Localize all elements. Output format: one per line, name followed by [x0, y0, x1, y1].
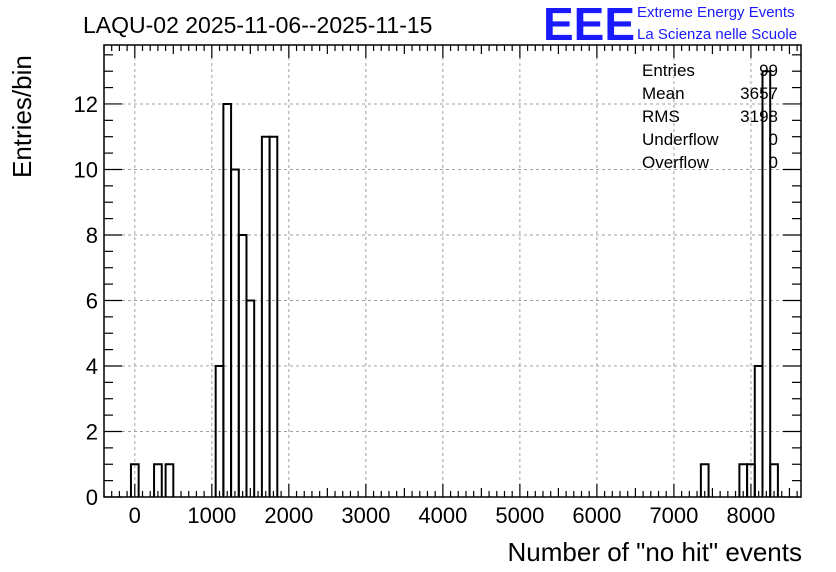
histogram-bin-1 [153, 463, 163, 497]
x-tick-label-2: 2000 [264, 503, 313, 528]
x-tick-label-5: 5000 [495, 503, 544, 528]
stat-label-underflow: Underflow [642, 130, 719, 149]
stat-value-mean: 3657 [740, 84, 778, 103]
logo-line-2: La Scienza nelle Scuole [637, 26, 797, 43]
histogram-bin-5 [230, 168, 240, 497]
plot-frame [103, 44, 802, 498]
chart-title: LAQU-02 2025-11-06--2025-11-15 [83, 12, 432, 38]
y-tick-label-6: 12 [74, 92, 98, 117]
histogram-bin-0 [129, 463, 140, 497]
x-tick-label-4: 4000 [418, 503, 467, 528]
x-tick-label-7: 7000 [649, 503, 698, 528]
x-tick-label-8: 8000 [726, 503, 775, 528]
stat-value-entries: 99 [759, 61, 778, 80]
y-tick-label-2: 4 [86, 354, 98, 379]
logo-mark: EEE [543, 0, 635, 50]
grid-lines [104, 45, 801, 497]
stat-label-mean: Mean [642, 84, 685, 103]
histogram-bin-15 [769, 463, 779, 497]
histogram-bin-7 [245, 299, 256, 497]
x-tick-label-0: 0 [129, 503, 141, 528]
histogram-bars [129, 70, 779, 497]
histogram-bin-2 [164, 463, 175, 497]
stat-label-rms: RMS [642, 107, 680, 126]
stat-value-overflow: 0 [769, 153, 778, 172]
histogram-bin-8 [260, 135, 271, 497]
y-tick-label-5: 10 [74, 157, 98, 182]
x-tick-label-6: 6000 [572, 503, 621, 528]
logo-line-1: Extreme Energy Events [637, 4, 795, 21]
histogram-bin-9 [268, 135, 279, 497]
stat-label-entries: Entries [642, 61, 695, 80]
histogram-bin-14 [761, 70, 772, 497]
y-tick-label-0: 0 [86, 485, 98, 510]
y-tick-label-3: 6 [86, 288, 98, 313]
axis-ticks [103, 45, 801, 498]
x-axis-label: Number of "no hit" events [508, 537, 803, 567]
x-tick-label-1: 1000 [187, 503, 236, 528]
x-tick-label-3: 3000 [341, 503, 390, 528]
y-tick-label-4: 8 [86, 223, 98, 248]
stat-value-rms: 3198 [740, 107, 778, 126]
histogram-bin-10 [699, 463, 710, 497]
stats-box: Entries 99 Mean 3657 RMS 3198 Underflow 0 Overfl… [642, 61, 778, 172]
tick-labels: 0 1000 2000 3000 4000 5000 6000 7000 80000246810… [74, 92, 776, 528]
eee-logo: EEE Extreme Energy Events La Scienza nel… [543, 0, 797, 50]
stat-label-overflow: Overflow [642, 153, 710, 172]
y-tick-label-1: 2 [86, 419, 98, 444]
y-axis-label: Entries/bin [7, 55, 37, 178]
stat-value-underflow: 0 [769, 130, 778, 149]
